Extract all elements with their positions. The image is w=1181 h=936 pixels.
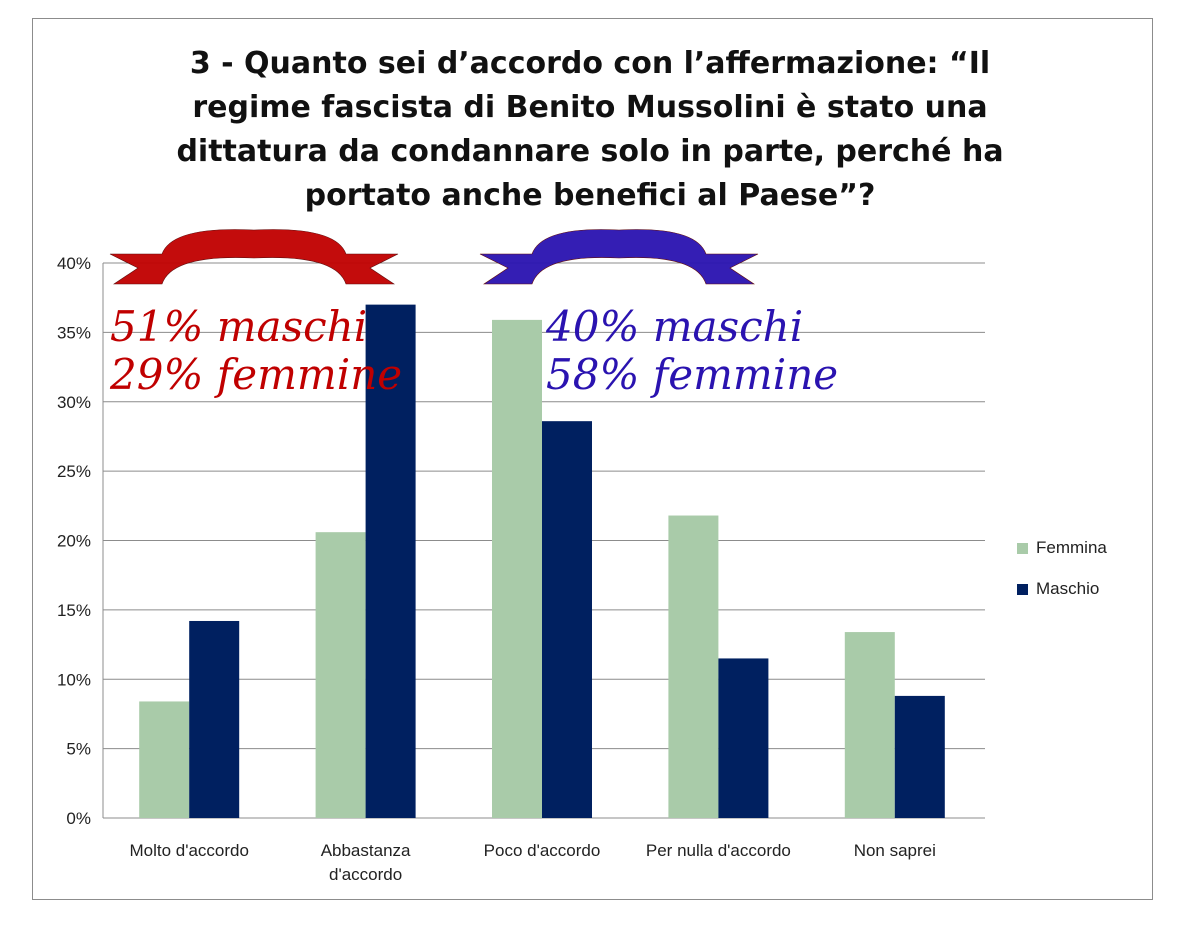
y-tick-label: 15% [57, 601, 91, 620]
annotation-left: 51% maschi 29% femmine [110, 302, 403, 399]
bar-femmina [139, 701, 190, 818]
y-tick-label: 10% [57, 670, 91, 689]
legend-item-femmina: Femmina [1017, 538, 1107, 558]
bar-femmina [492, 319, 542, 818]
y-tick-label: 0% [66, 809, 91, 828]
x-tick-label: Abbastanza d'accordo [321, 841, 411, 884]
legend-label-femmina: Femmina [1036, 538, 1107, 557]
banner-right [479, 229, 759, 285]
chart-title: 3 - Quanto sei d’accordo con l’affermazi… [176, 46, 1004, 213]
x-tick-label: Poco d'accordo [484, 841, 601, 860]
y-tick-label: 20% [57, 532, 91, 551]
y-tick-label: 5% [66, 740, 91, 759]
bar-maschio [189, 620, 240, 818]
y-tick-label: 30% [57, 393, 91, 412]
y-tick-label: 40% [57, 254, 91, 273]
legend: Femmina Maschio [1017, 538, 1107, 620]
bar-maschio [542, 421, 592, 818]
bar-femmina [668, 515, 719, 818]
legend-item-maschio: Maschio [1017, 579, 1107, 599]
x-tick-label: Per nulla d'accordo [646, 841, 791, 860]
y-tick-label: 25% [57, 462, 91, 481]
bar-maschio [718, 658, 769, 818]
annotation-right: 40% maschi 58% femmine [546, 302, 839, 399]
x-tick-label: Molto d'accordo [129, 841, 248, 860]
legend-swatch-femmina [1017, 542, 1028, 554]
x-tick-label: Non saprei [854, 841, 936, 860]
y-tick-label: 35% [57, 323, 91, 342]
bar-maschio [894, 695, 945, 818]
bar-femmina [315, 532, 366, 818]
bar-femmina [844, 632, 895, 818]
banner-left [109, 229, 399, 285]
bar-maschio [365, 304, 416, 818]
legend-swatch-maschio [1017, 583, 1028, 595]
legend-label-maschio: Maschio [1036, 579, 1100, 598]
